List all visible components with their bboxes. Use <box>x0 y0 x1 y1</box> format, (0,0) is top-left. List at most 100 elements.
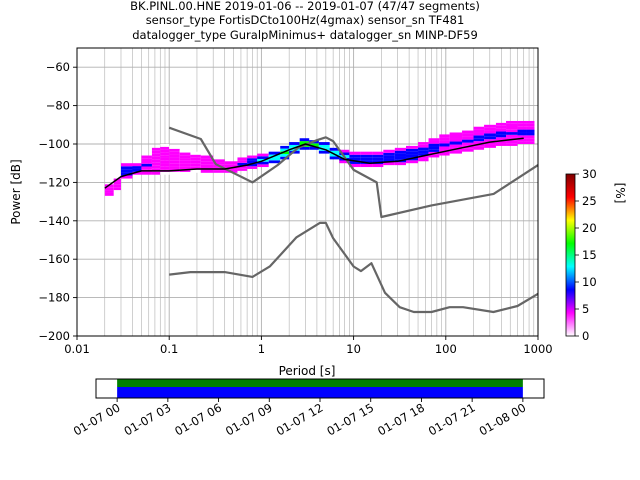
density-cell <box>329 150 340 154</box>
density-cell <box>473 126 485 130</box>
density-cell <box>120 175 133 179</box>
density-cell <box>160 171 170 175</box>
density-cell <box>289 147 300 151</box>
density-cell <box>462 139 474 143</box>
density-cell <box>213 162 225 165</box>
colorbar-tick-label: 10 <box>582 275 597 289</box>
colorbar-tick-label: 30 <box>582 167 597 181</box>
x-tick-label: 0.1 <box>160 342 178 356</box>
density-cell <box>179 158 191 161</box>
density-cell <box>160 160 170 164</box>
density-cell <box>394 150 406 154</box>
colorbar-tick-label: 20 <box>582 221 597 235</box>
density-cell <box>349 157 361 161</box>
density-cell <box>257 164 269 168</box>
density-cell <box>268 157 281 161</box>
density-cell <box>151 156 161 160</box>
density-cell <box>526 135 535 139</box>
density-cell <box>200 169 214 173</box>
density-cell <box>484 124 496 128</box>
plot-background <box>77 48 538 336</box>
density-cell <box>526 126 535 130</box>
density-cell <box>506 120 518 124</box>
density-cell <box>160 144 170 147</box>
nlnm-curve <box>169 221 539 314</box>
density-cell <box>394 147 406 151</box>
density-cell <box>169 151 180 155</box>
y-tick-label: −140 <box>38 214 70 228</box>
title-line-3: datalogger_type GuralpMinimus+ datalogge… <box>132 28 478 42</box>
density-cell <box>339 160 350 164</box>
density-cell <box>257 161 269 165</box>
timeline-tick-label: 01-07 06 <box>172 400 224 438</box>
density-cell <box>237 168 248 171</box>
density-cell <box>473 132 485 136</box>
timeline-tick-label: 01-08 00 <box>477 400 529 438</box>
density-cell <box>247 166 258 169</box>
density-cell <box>113 181 121 185</box>
density-cell <box>506 132 518 135</box>
density-cell <box>247 160 258 164</box>
density-cell <box>318 144 330 148</box>
density-cell <box>160 163 170 167</box>
density-cell <box>349 154 361 158</box>
density-cell <box>517 126 527 130</box>
density-cell <box>200 164 214 168</box>
y-tick-label: −160 <box>38 252 70 266</box>
density-cell <box>506 129 518 133</box>
density-cell <box>449 132 463 136</box>
density-cell <box>484 142 496 145</box>
density-cell <box>120 163 133 167</box>
density-cell <box>418 158 429 162</box>
colorbar-ticks: 0 5 10 15 20 25 30 <box>575 167 597 343</box>
density-cell <box>517 123 527 127</box>
density-cell <box>506 143 518 146</box>
density-cell <box>495 137 507 141</box>
density-cell <box>517 135 527 139</box>
density-cell <box>247 158 258 161</box>
density-cell <box>372 163 384 168</box>
density-cell <box>349 151 361 155</box>
timeline-tick-label: 01-07 09 <box>223 400 275 438</box>
colorbar-tick-label: 5 <box>582 302 589 316</box>
density-cell <box>439 137 450 141</box>
density-cell <box>151 159 161 163</box>
density-cell <box>439 146 450 150</box>
density-cell <box>418 155 429 159</box>
density-cell <box>449 135 463 139</box>
density-cell <box>179 166 191 170</box>
density-cell <box>169 145 180 149</box>
mode-curve <box>104 137 524 189</box>
density-cell <box>473 146 485 150</box>
density-cell <box>190 157 201 161</box>
density-cell <box>462 142 474 146</box>
density-cell <box>151 171 161 175</box>
timeline-tick-label: 01-07 00 <box>71 400 123 438</box>
density-cell <box>360 157 373 161</box>
density-cell <box>169 160 180 164</box>
density-cell <box>383 158 395 163</box>
y-tick-label: −180 <box>38 291 70 305</box>
density-cell <box>449 141 463 145</box>
density-cell <box>449 138 463 142</box>
density-cell <box>132 166 142 169</box>
density-cell <box>280 153 290 157</box>
density-cell <box>484 144 496 148</box>
density-cell <box>200 158 214 162</box>
density-cell <box>339 149 350 153</box>
density-cell <box>462 130 474 134</box>
density-cell <box>151 147 161 151</box>
density-cell <box>179 163 191 167</box>
density-cell <box>506 134 518 138</box>
density-cell <box>360 154 373 158</box>
density-cell <box>141 158 152 162</box>
density-cell <box>120 166 133 170</box>
density-cell <box>484 133 496 137</box>
density-cell <box>418 144 429 148</box>
density-cell <box>280 148 290 152</box>
density-cell <box>473 129 485 133</box>
density-cell <box>517 132 527 136</box>
noise-models <box>168 126 539 314</box>
